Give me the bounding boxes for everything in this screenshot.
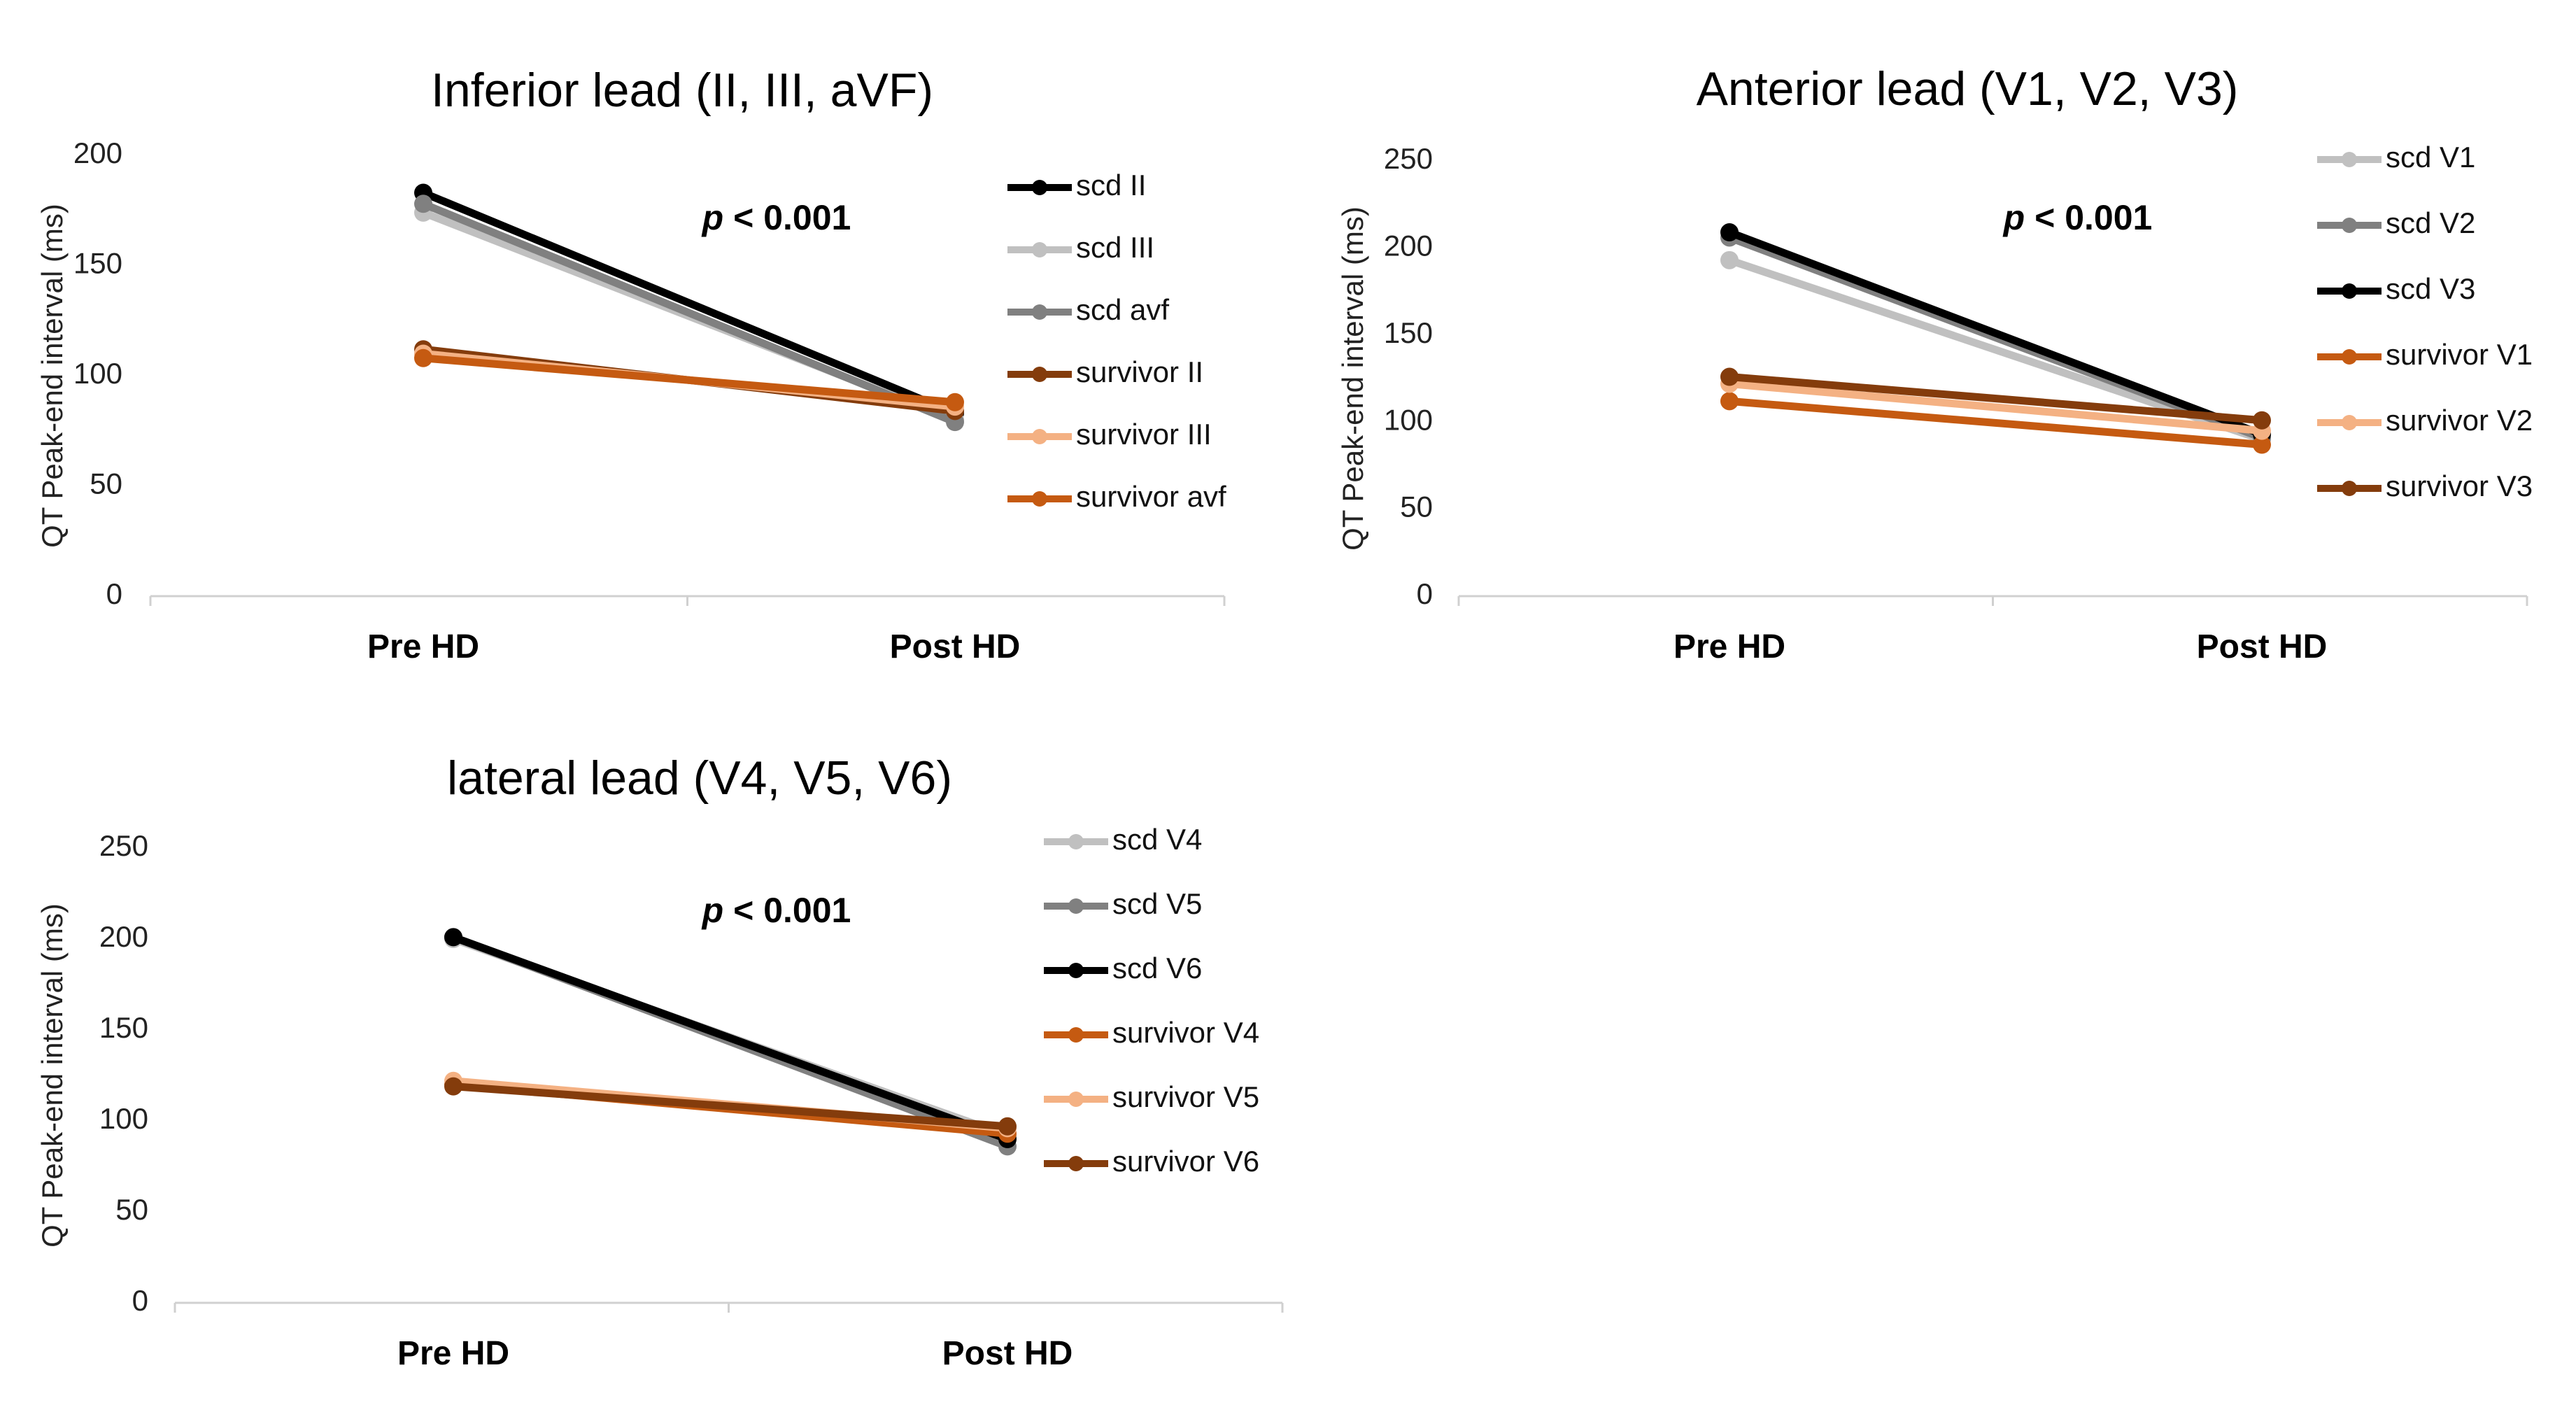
lateral-lead-chart: lateral lead (V4, V5, V6) QT Peak-end int… xyxy=(36,751,1284,1372)
data-point-survivor-v1 xyxy=(1720,392,1739,411)
legend-marker-survivor-v4 xyxy=(1068,1027,1084,1043)
legend-label-survivor-v3: survivor V3 xyxy=(2386,469,2533,502)
y-tick-label: 200 xyxy=(99,920,148,953)
y-tick-label: 50 xyxy=(115,1193,148,1226)
series-line-survivor-v1 xyxy=(1725,397,2266,449)
legend-label-scd-v2: scd V2 xyxy=(2386,206,2475,239)
series-line-survivor-avf xyxy=(419,354,959,407)
series-line-survivor-v6 xyxy=(449,1082,1012,1131)
legend-marker-survivor-ii xyxy=(1032,367,1047,382)
y-tick-label: 150 xyxy=(1384,316,1433,349)
data-point-survivor-avf xyxy=(946,393,964,411)
y-axis-label: QT Peak-end interval (ms) xyxy=(1336,206,1369,551)
data-point-survivor-v1 xyxy=(2253,435,2271,454)
legend-marker-survivor-v1 xyxy=(2342,349,2357,365)
x-category-label: Pre HD xyxy=(397,1335,509,1372)
legend-label-scd-v5: scd V5 xyxy=(1112,887,1202,920)
legend-label-survivor-v4: survivor V4 xyxy=(1112,1016,1259,1049)
data-point-survivor-v3 xyxy=(2253,411,2271,430)
y-tick-label: 200 xyxy=(73,136,122,169)
legend-marker-scd-v2 xyxy=(2342,218,2357,233)
legend-marker-survivor-v2 xyxy=(2342,415,2357,430)
y-tick-label: 100 xyxy=(1384,403,1433,436)
legend-marker-survivor-v3 xyxy=(2342,481,2357,496)
chart-title: Inferior lead (II, III, aVF) xyxy=(431,64,933,117)
inferior-lead-chart: Inferior lead (II, III, aVF) QT Peak-end … xyxy=(36,64,1226,665)
x-category-label: Pre HD xyxy=(1673,628,1785,665)
legend-marker-survivor-v6 xyxy=(1068,1156,1084,1171)
legend-marker-scd-v3 xyxy=(2342,283,2357,299)
legend-label-survivor-iii: survivor III xyxy=(1076,418,1212,451)
legend-label-scd-avf: scd avf xyxy=(1076,293,1169,326)
legend-marker-scd-v5 xyxy=(1068,898,1084,914)
y-tick-label: 0 xyxy=(132,1284,148,1317)
legend-marker-scd-v4 xyxy=(1068,834,1084,849)
data-point-scd-v6 xyxy=(444,928,462,947)
y-tick-label: 100 xyxy=(99,1102,148,1135)
legend-marker-survivor-avf xyxy=(1032,491,1047,507)
chart-title: lateral lead (V4, V5, V6) xyxy=(447,751,952,805)
legend-label-scd-ii: scd II xyxy=(1076,169,1146,202)
x-category-label: Pre HD xyxy=(367,628,479,665)
legend-label-scd-v4: scd V4 xyxy=(1112,823,1202,856)
series-line-survivor-v3 xyxy=(1725,373,2266,425)
legend-label-survivor-v2: survivor V2 xyxy=(2386,404,2533,437)
legend-marker-survivor-v5 xyxy=(1068,1092,1084,1107)
series-line-scd-v3 xyxy=(1725,228,2266,439)
legend-marker-scd-avf xyxy=(1032,304,1047,320)
legend-marker-scd-v6 xyxy=(1068,963,1084,978)
y-tick-label: 150 xyxy=(99,1011,148,1044)
legend-label-survivor-ii: survivor II xyxy=(1076,355,1203,388)
y-tick-label: 0 xyxy=(1417,577,1433,610)
series-line-scd-avf xyxy=(419,199,959,426)
series-line-scd-ii xyxy=(419,189,959,418)
x-category-label: Post HD xyxy=(890,628,1021,665)
y-tick-label: 0 xyxy=(106,577,122,610)
legend-marker-survivor-iii xyxy=(1032,429,1047,444)
x-category-label: Post HD xyxy=(2197,628,2328,665)
series-line-scd-v6 xyxy=(449,933,1012,1143)
y-tick-label: 250 xyxy=(1384,142,1433,175)
legend-label-survivor-avf: survivor avf xyxy=(1076,480,1226,513)
series-line-survivor-v2 xyxy=(1725,379,2266,435)
legend-label-survivor-v5: survivor V5 xyxy=(1112,1080,1259,1113)
chart-title: Anterior lead (V1, V2, V3) xyxy=(1697,62,2239,115)
y-tick-label: 150 xyxy=(73,247,122,280)
y-tick-label: 250 xyxy=(99,829,148,862)
y-axis-label: QT Peak-end interval (ms) xyxy=(36,204,69,548)
data-point-survivor-avf xyxy=(414,348,432,367)
y-tick-label: 200 xyxy=(1384,229,1433,262)
p-value-annotation: p < 0.001 xyxy=(2002,198,2153,237)
legend-marker-scd-ii xyxy=(1032,180,1047,195)
data-point-scd-v1 xyxy=(1720,250,1739,269)
y-axis-label: QT Peak-end interval (ms) xyxy=(36,903,69,1248)
legend-label-scd-v1: scd V1 xyxy=(2386,141,2475,174)
data-point-survivor-v3 xyxy=(1720,367,1739,386)
y-tick-label: 50 xyxy=(1400,490,1433,523)
y-tick-label: 100 xyxy=(73,357,122,390)
data-point-survivor-v6 xyxy=(998,1117,1017,1136)
legend-marker-scd-v1 xyxy=(2342,152,2357,167)
data-point-survivor-v6 xyxy=(444,1077,462,1096)
p-value-annotation: p < 0.001 xyxy=(701,198,851,237)
p-value-annotation: p < 0.001 xyxy=(701,891,851,930)
y-tick-label: 50 xyxy=(90,467,122,500)
legend-label-scd-v6: scd V6 xyxy=(1112,952,1202,984)
x-category-label: Post HD xyxy=(942,1335,1073,1372)
anterior-lead-chart: Anterior lead (V1, V2, V3) QT Peak-end in… xyxy=(1336,62,2533,665)
legend-marker-scd-iii xyxy=(1032,242,1047,257)
legend-label-survivor-v1: survivor V1 xyxy=(2386,338,2533,371)
legend-label-scd-v3: scd V3 xyxy=(2386,272,2475,305)
data-point-scd-v3 xyxy=(1720,223,1739,242)
data-point-scd-avf xyxy=(414,195,432,213)
legend-label-scd-iii: scd III xyxy=(1076,231,1154,264)
legend-label-survivor-v6: survivor V6 xyxy=(1112,1145,1259,1178)
